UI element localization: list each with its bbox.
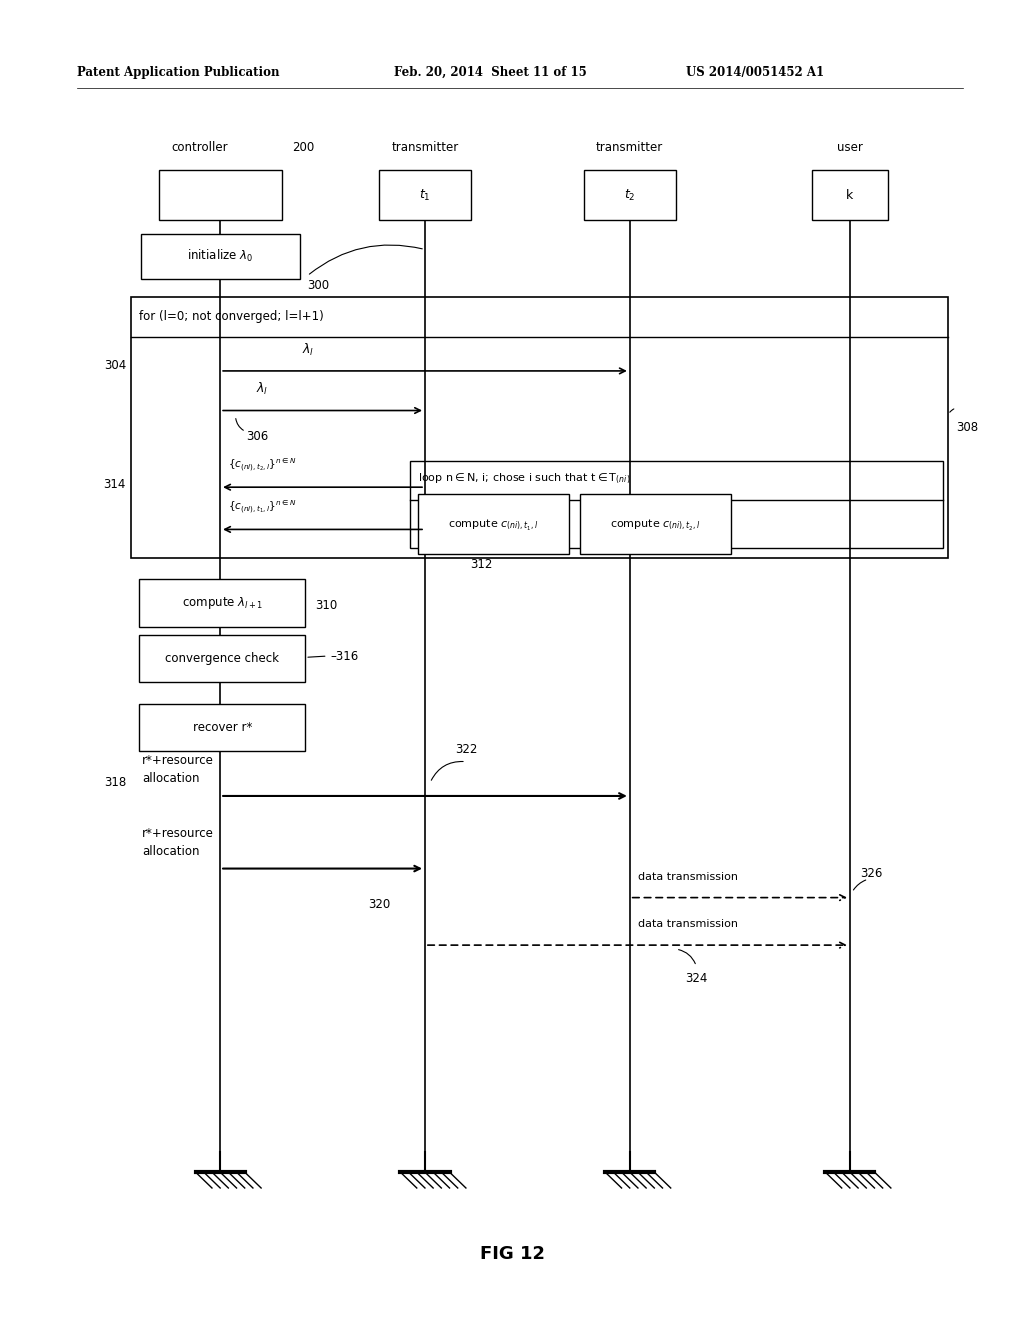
Text: initialize $\lambda_0$: initialize $\lambda_0$ xyxy=(187,248,253,264)
Text: Feb. 20, 2014  Sheet 11 of 15: Feb. 20, 2014 Sheet 11 of 15 xyxy=(394,66,587,79)
Text: loop n$\in$N, i; chose i such that t$\in$T$_{(ni)}$: loop n$\in$N, i; chose i such that t$\in… xyxy=(418,473,630,486)
Text: US 2014/0051452 A1: US 2014/0051452 A1 xyxy=(686,66,824,79)
Bar xyxy=(811,170,888,220)
Text: 306: 306 xyxy=(246,430,268,444)
Text: user: user xyxy=(837,141,863,154)
Text: data transmission: data transmission xyxy=(638,919,738,929)
Bar xyxy=(410,461,943,548)
Text: transmitter: transmitter xyxy=(596,141,664,154)
Text: 304: 304 xyxy=(103,359,126,372)
Bar xyxy=(379,170,471,220)
Text: data transmission: data transmission xyxy=(638,871,738,882)
Text: 312: 312 xyxy=(470,558,493,572)
Text: convergence check: convergence check xyxy=(165,652,280,665)
Text: allocation: allocation xyxy=(142,845,200,858)
Text: 308: 308 xyxy=(956,421,979,434)
Text: Patent Application Publication: Patent Application Publication xyxy=(77,66,280,79)
Text: compute $c_{(ni),t_1,l}$: compute $c_{(ni),t_1,l}$ xyxy=(449,516,539,532)
Bar xyxy=(159,170,282,220)
Text: r*+resource: r*+resource xyxy=(142,826,214,840)
Text: 322: 322 xyxy=(455,743,477,756)
Bar xyxy=(418,494,569,554)
Bar xyxy=(139,704,305,751)
Text: $\lambda_l$: $\lambda_l$ xyxy=(256,381,268,397)
Bar xyxy=(580,494,731,554)
Text: 324: 324 xyxy=(685,972,708,985)
Text: $\{c_{(ni),t_1,l}\}^{n \in N}$: $\{c_{(ni),t_1,l}\}^{n \in N}$ xyxy=(228,499,297,516)
Text: 318: 318 xyxy=(103,776,126,789)
Text: 300: 300 xyxy=(307,279,330,292)
Text: 314: 314 xyxy=(103,478,126,491)
Text: k: k xyxy=(846,189,854,202)
Text: $t_1$: $t_1$ xyxy=(419,187,431,203)
Text: $\lambda_l$: $\lambda_l$ xyxy=(302,342,314,358)
Bar xyxy=(139,579,305,627)
Text: compute $c_{(ni),t_2,l}$: compute $c_{(ni),t_2,l}$ xyxy=(610,516,700,532)
Text: for (l=0; not converged; l=l+1): for (l=0; not converged; l=l+1) xyxy=(139,310,324,323)
Text: FIG 12: FIG 12 xyxy=(479,1245,545,1263)
Text: transmitter: transmitter xyxy=(391,141,459,154)
Text: controller: controller xyxy=(171,141,228,154)
Text: 326: 326 xyxy=(860,867,883,880)
Text: recover r*: recover r* xyxy=(193,721,252,734)
Text: 200: 200 xyxy=(292,141,314,154)
Text: allocation: allocation xyxy=(142,772,200,785)
Text: $\{c_{(ni),t_2,l}\}^{n \in N}$: $\{c_{(ni),t_2,l}\}^{n \in N}$ xyxy=(228,457,297,474)
Text: compute $\lambda_{l+1}$: compute $\lambda_{l+1}$ xyxy=(181,595,263,611)
Text: $t_2$: $t_2$ xyxy=(624,187,636,203)
Bar xyxy=(141,234,299,279)
Bar xyxy=(584,170,676,220)
Text: 320: 320 xyxy=(368,898,390,911)
Bar xyxy=(139,635,305,682)
Text: –316: –316 xyxy=(331,649,359,663)
Text: r*+resource: r*+resource xyxy=(142,754,214,767)
Text: 310: 310 xyxy=(315,599,338,612)
Bar xyxy=(131,297,948,558)
